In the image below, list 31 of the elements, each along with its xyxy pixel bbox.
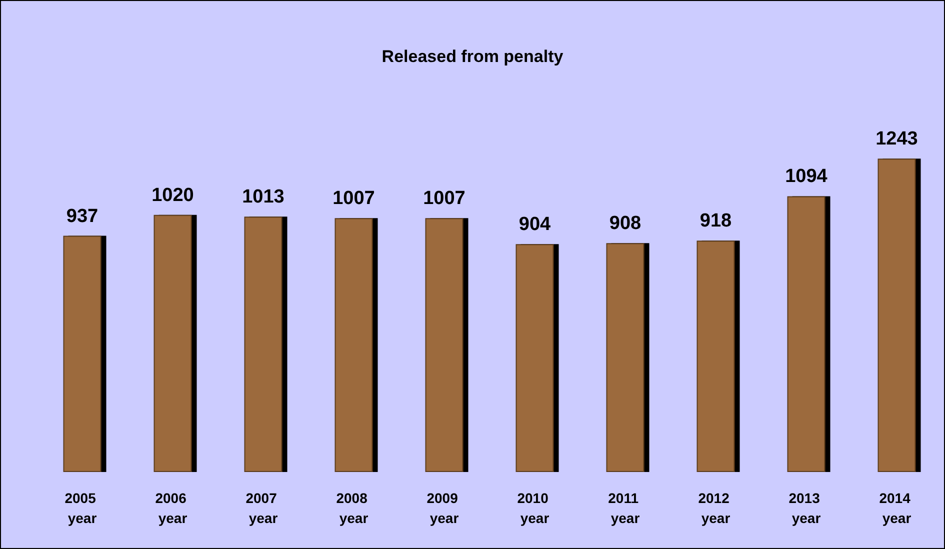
x-tick-label: 2009 year	[426, 490, 462, 526]
data-label: 904	[518, 214, 552, 236]
bar	[425, 218, 464, 472]
x-tick-label: 2013 year	[788, 490, 824, 526]
x-tick-label: 2012 year	[698, 490, 734, 526]
data-label: 1243	[876, 128, 918, 150]
bar	[606, 243, 644, 472]
data-label: 937	[66, 206, 98, 227]
data-label: 1094	[785, 166, 828, 188]
bar	[334, 218, 373, 472]
x-tick-label: 2010 year	[517, 490, 552, 526]
data-label: 1020	[152, 184, 194, 206]
data-label: 918	[700, 210, 732, 232]
x-tick-label: 2011 year	[608, 490, 642, 526]
x-tick-label: 2008 year	[336, 490, 372, 526]
data-label: 908	[609, 213, 642, 234]
x-tick-label: 2014 year	[879, 490, 914, 526]
bar	[696, 240, 735, 472]
bar	[516, 244, 554, 472]
data-label: 1007	[423, 188, 466, 210]
bar	[154, 214, 192, 472]
x-tick-label: 2005 year	[64, 490, 100, 526]
chart-title: Released from penalty	[382, 47, 564, 66]
data-label: 1007	[332, 188, 375, 210]
bar	[878, 158, 916, 472]
x-tick-label: 2007 year	[246, 490, 281, 526]
bar	[787, 196, 826, 472]
data-label: 1013	[242, 186, 284, 208]
bar	[244, 216, 282, 472]
x-tick-label: 2006 year	[155, 490, 190, 526]
bar	[63, 236, 102, 472]
